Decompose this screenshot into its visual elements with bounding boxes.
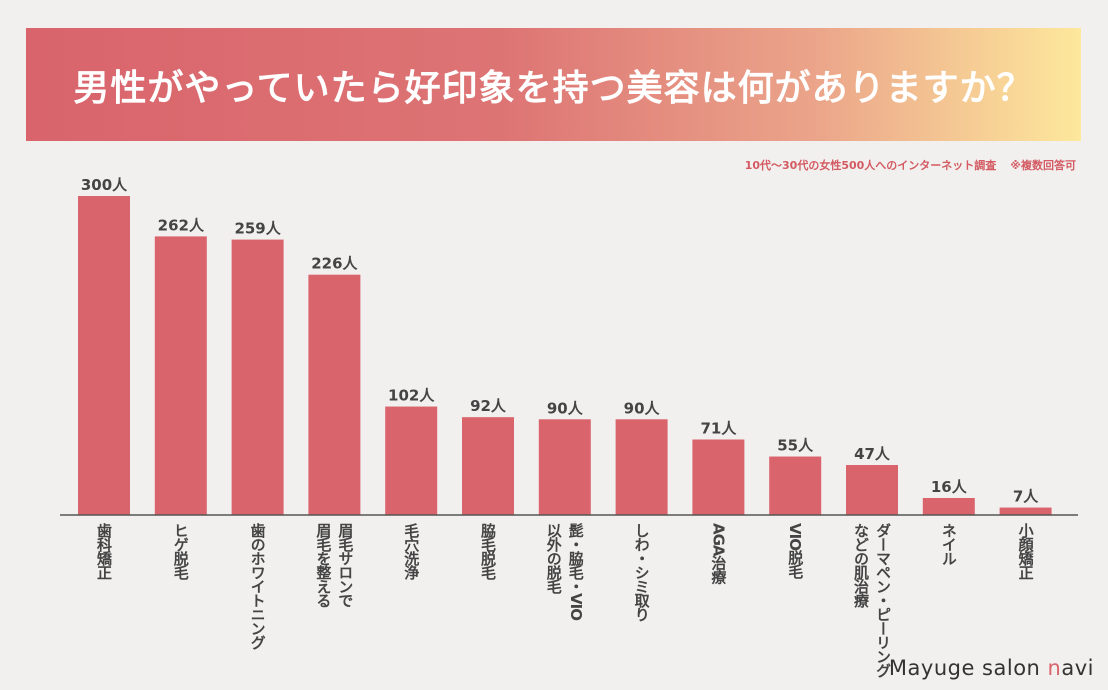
chart-title: 男性がやっていたら好印象を持つ美容は何がありますか？ xyxy=(73,67,1034,109)
brand-prefix: Mayuge salon xyxy=(888,656,1048,680)
survey-description: 10代〜30代の女性500人へのインターネット調査 xyxy=(744,159,997,172)
category-label: 歯のホワイトニング xyxy=(249,522,267,650)
category-label: 眉毛サロンで xyxy=(336,523,354,608)
data-label: 7人 xyxy=(1013,488,1039,506)
category-label: しわ・シミ取り xyxy=(633,523,651,622)
category-label: ネイル xyxy=(940,523,958,565)
data-label: 71人 xyxy=(700,420,737,438)
category-label: 眉毛を整える xyxy=(314,523,332,608)
category-label: 髭・脇毛・VIO xyxy=(567,522,585,620)
bar xyxy=(308,274,361,515)
bar xyxy=(231,239,284,515)
data-label: 16人 xyxy=(931,478,968,496)
category-label: AGA治療 xyxy=(709,523,727,586)
data-label: 259人 xyxy=(234,220,281,238)
data-label: 90人 xyxy=(624,399,661,417)
data-label: 300人 xyxy=(81,176,128,194)
data-label: 47人 xyxy=(854,445,891,463)
data-label: 92人 xyxy=(470,397,507,415)
brand-logo: Mayuge salon navi xyxy=(889,656,1094,680)
category-label: 歯科矯正 xyxy=(95,522,113,580)
category-label: 毛穴洗浄 xyxy=(402,522,420,581)
data-label: 262人 xyxy=(158,216,205,234)
data-label: 90人 xyxy=(547,399,584,417)
category-label: などの肌治療 xyxy=(852,523,870,609)
multiple-answer-note: ※複数回答可 xyxy=(1010,159,1076,172)
brand-suffix: avi xyxy=(1061,656,1094,680)
category-label: 以外の脱毛 xyxy=(545,523,563,594)
title-banner: 男性がやっていたら好印象を持つ美容は何がありますか？ xyxy=(26,28,1081,141)
category-label: 小顔矯正 xyxy=(1017,523,1035,580)
category-label: ダーマペン・ピーリング xyxy=(874,522,892,678)
category-label: ヒゲ脱毛 xyxy=(172,523,190,580)
bar xyxy=(769,456,822,515)
bar xyxy=(538,419,591,515)
survey-note: 10代〜30代の女性500人へのインターネット調査 ※複数回答可 xyxy=(745,157,1076,173)
data-label: 102人 xyxy=(388,387,435,405)
bar xyxy=(615,419,668,515)
bar xyxy=(462,417,514,515)
data-label: 55人 xyxy=(777,437,814,455)
bar xyxy=(78,196,130,515)
brand-accent-letter: n xyxy=(1047,656,1062,680)
bar xyxy=(999,507,1052,515)
data-label: 226人 xyxy=(311,255,358,273)
bar xyxy=(154,236,207,515)
bar xyxy=(385,406,438,515)
bar xyxy=(846,465,898,515)
bar xyxy=(922,497,975,515)
category-label: 脇毛脱毛 xyxy=(479,522,497,580)
bar xyxy=(692,439,745,515)
category-label: VIO脱毛 xyxy=(786,523,804,579)
